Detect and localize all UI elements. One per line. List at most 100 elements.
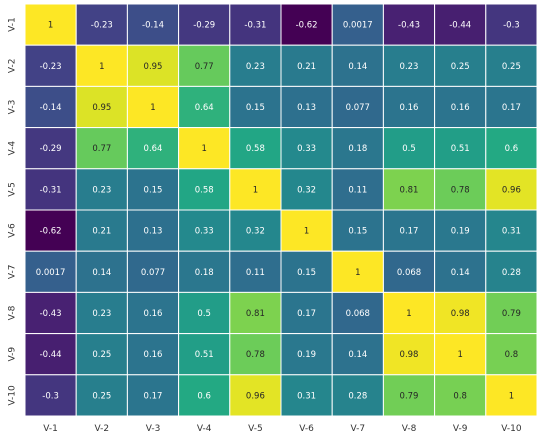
heatmap-value-label-r7-c3: 0.077 [141, 268, 165, 278]
y-tick-label-2: V-2 [8, 58, 18, 73]
x-tick-label-9: V-9 [453, 424, 468, 434]
heatmap-cell-r1-c8 [382, 3, 436, 46]
heatmap-cell-r1-c2 [75, 3, 128, 46]
heatmap-value-label-r10-c7: 0.28 [348, 391, 367, 401]
heatmap-value-label-r3-c3: 1 [150, 103, 155, 113]
heatmap-cell-r5-c7 [331, 168, 384, 211]
heatmap-value-label-r2-c3: 0.95 [144, 62, 163, 72]
heatmap-value-label-r10-c2: 0.25 [92, 391, 111, 401]
heatmap-cell-r5-c10 [485, 168, 538, 211]
heatmap-value-label-r6-c10: 0.31 [502, 227, 521, 237]
y-tick-label-8: V-8 [8, 305, 18, 320]
y-axis-tick-labels: V-1 V-2 V-3 V-4 V-5 V-6 V-7 V-8 V-9 V-10 [8, 17, 18, 405]
heatmap-value-label-r5-c7: 0.11 [348, 185, 367, 195]
heatmap-value-label-r10-c10: 1 [509, 391, 514, 401]
heatmap-value-label-r7-c4: 0.18 [195, 268, 214, 278]
heatmap-value-label-r2-c10: 0.25 [502, 62, 521, 72]
heatmap-value-label-r8-c9: 0.98 [451, 309, 470, 319]
y-tick-label-4: V-4 [8, 141, 18, 156]
heatmap-value-label-r7-c5: 0.11 [246, 268, 265, 278]
heatmap-cell-r10-c3 [126, 374, 180, 417]
heatmap-cell-r7-c9 [434, 250, 487, 293]
heatmap-value-label-r4-c9: 0.51 [451, 144, 470, 154]
heatmap-value-label-r1-c1: 1 [48, 21, 53, 31]
y-tick-label-9: V-9 [8, 347, 18, 362]
heatmap-cell-r9-c4 [178, 333, 231, 376]
heatmap-cell-r9-c5 [229, 333, 282, 376]
heatmap-value-label-r10-c9: 0.8 [453, 391, 467, 401]
heatmap-cell-r2-c7 [331, 44, 384, 87]
heatmap-value-label-r6-c5: 0.32 [246, 227, 265, 237]
heatmap-cell-r9-c8 [382, 333, 436, 376]
heatmap-cell-r1-c1 [24, 3, 77, 46]
heatmap-value-label-r1-c5: -0.31 [244, 21, 266, 31]
heatmap-cell-r10-c2 [75, 374, 128, 417]
heatmap-value-label-r7-c10: 0.28 [502, 268, 521, 278]
heatmap-cell-r7-c6 [280, 250, 333, 293]
heatmap-cell-r8-c4 [178, 291, 231, 335]
heatmap-value-label-r8-c5: 0.81 [246, 309, 265, 319]
x-tick-label-1: V-1 [43, 424, 58, 434]
heatmap-value-label-r8-c1: -0.43 [40, 309, 62, 319]
heatmap-cells [24, 3, 538, 417]
heatmap-value-label-r9-c10: 0.8 [505, 350, 519, 360]
heatmap-value-label-r1-c7: 0.0017 [343, 21, 373, 31]
heatmap-value-label-r3-c4: 0.64 [195, 103, 214, 113]
heatmap-value-label-r9-c8: 0.98 [400, 350, 419, 360]
x-tick-label-8: V-8 [402, 424, 417, 434]
heatmap-value-label-r3-c2: 0.95 [92, 103, 111, 113]
heatmap-value-label-r5-c6: 0.32 [297, 185, 316, 195]
heatmap-cell-r8-c9 [434, 291, 487, 335]
heatmap-cell-r4-c10 [485, 127, 538, 170]
heatmap-value-label-r5-c1: -0.31 [40, 185, 62, 195]
x-tick-label-5: V-5 [248, 424, 263, 434]
heatmap-value-label-r1-c2: -0.23 [91, 21, 113, 31]
heatmap-value-label-r6-c8: 0.17 [400, 227, 419, 237]
heatmap-value-label-r7-c6: 0.15 [297, 268, 316, 278]
heatmap-value-label-r6-c2: 0.21 [92, 227, 111, 237]
heatmap-value-label-r8-c6: 0.17 [297, 309, 316, 319]
heatmap-value-label-r6-c6: 1 [304, 227, 309, 237]
heatmap-cell-r10-c1 [24, 374, 77, 417]
heatmap-value-label-r10-c5: 0.96 [246, 391, 265, 401]
heatmap-value-label-r8-c10: 0.79 [502, 309, 521, 319]
heatmap-cell-r5-c5 [229, 168, 282, 211]
heatmap-cell-r1-c6 [280, 3, 333, 46]
heatmap-value-label-r7-c1: 0.0017 [36, 268, 66, 278]
heatmap-value-label-r10-c4: 0.6 [197, 391, 211, 401]
heatmap-cell-r8-c7 [331, 291, 384, 335]
heatmap-cell-r2-c2 [75, 44, 128, 87]
heatmap-value-label-r4-c10: 0.6 [505, 144, 519, 154]
x-tick-label-7: V-7 [350, 424, 365, 434]
heatmap-cell-r5-c2 [75, 168, 128, 211]
heatmap-value-label-r4-c2: 0.77 [92, 144, 111, 154]
heatmap-value-label-r3-c8: 0.16 [400, 103, 419, 113]
heatmap-value-label-r10-c8: 0.79 [400, 391, 419, 401]
heatmap-cell-r4-c7 [331, 127, 384, 170]
x-tick-label-2: V-2 [94, 424, 109, 434]
heatmap-value-label-r9-c5: 0.78 [246, 350, 265, 360]
heatmap-cell-r5-c9 [434, 168, 487, 211]
heatmap-value-label-r9-c6: 0.19 [297, 350, 316, 360]
heatmap-cell-r7-c7 [331, 250, 384, 293]
x-tick-label-4: V-4 [197, 424, 212, 434]
heatmap-value-label-r10-c6: 0.31 [297, 391, 316, 401]
heatmap-value-label-r8-c8: 1 [406, 309, 411, 319]
heatmap-cell-r3-c3 [126, 85, 180, 129]
heatmap-cell-r8-c10 [485, 291, 538, 335]
heatmap-cell-r7-c8 [382, 250, 436, 293]
heatmap-cell-r5-c8 [382, 168, 436, 211]
heatmap-value-label-r3-c6: 0.13 [297, 103, 316, 113]
heatmap-cell-r8-c5 [229, 291, 282, 335]
heatmap-cell-r10-c4 [178, 374, 231, 417]
heatmap-value-label-r3-c5: 0.15 [246, 103, 265, 113]
heatmap-value-label-r1-c4: -0.29 [193, 21, 215, 31]
heatmap-value-label-r7-c8: 0.068 [397, 268, 421, 278]
heatmap-value-label-r10-c3: 0.17 [144, 391, 163, 401]
heatmap-cell-r8-c8 [382, 291, 436, 335]
heatmap-value-label-r2-c4: 0.77 [195, 62, 214, 72]
heatmap-value-label-r6-c4: 0.33 [195, 227, 214, 237]
heatmap-cell-r6-c9 [434, 209, 487, 252]
heatmap-cell-r9-c1 [24, 333, 77, 376]
